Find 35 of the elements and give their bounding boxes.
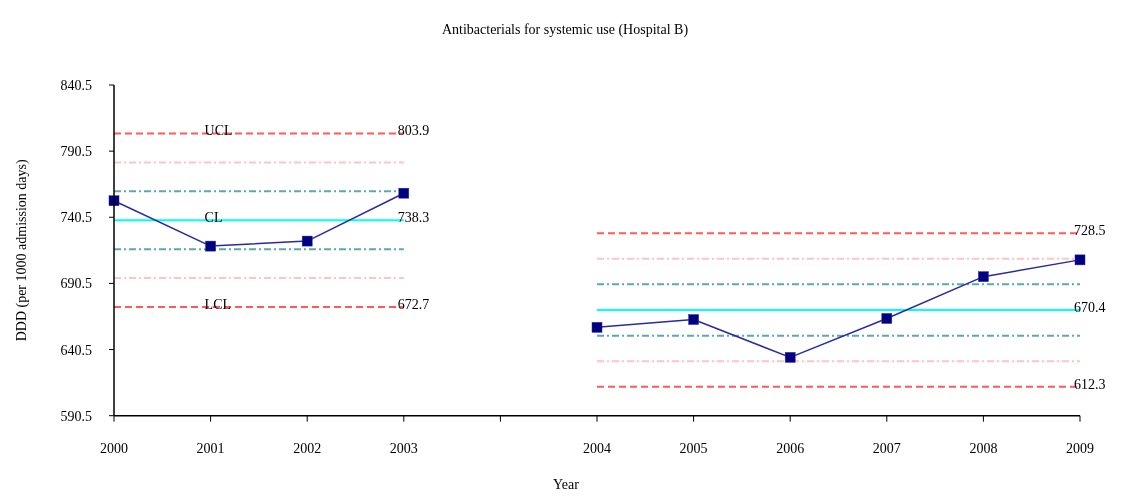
x-axis-title: Year (553, 477, 580, 492)
y-tick-label: 590.5 (60, 408, 92, 424)
point (591, 322, 603, 333)
annotation: 728.5 (1074, 223, 1106, 239)
x-tick-label: 2007 (872, 440, 901, 456)
x-tick-label: 2008 (969, 440, 998, 456)
x-tick-label: 2009 (1066, 440, 1094, 456)
annotation: 738.3 (397, 210, 430, 226)
point (978, 271, 989, 282)
y-tick-label: 840.5 (60, 78, 92, 93)
point (301, 235, 313, 247)
x-tick-label: 2003 (389, 440, 418, 456)
y-axis-title: DDD (per 1000 admission days) (14, 159, 30, 342)
point (688, 314, 699, 325)
annotation: 670.4 (1074, 300, 1106, 316)
point (881, 313, 893, 324)
point (398, 187, 410, 199)
point (205, 240, 216, 252)
x-tick-label: 2004 (583, 440, 611, 456)
annotation: 803.9 (397, 123, 430, 139)
y-tick-label: 690.5 (60, 276, 92, 292)
x-tick-label: 2001 (196, 440, 225, 456)
chart-title: Antibacterials for systemic use (Hospital B) (441, 22, 689, 38)
x-tick-label: 2002 (293, 440, 322, 456)
point (1074, 254, 1086, 266)
x-tick-label: 2006 (776, 440, 805, 456)
point (784, 352, 796, 363)
y-tick-label: 790.5 (60, 144, 92, 160)
x-tick-label: 2005 (679, 440, 708, 456)
annotation: 672.7 (397, 296, 430, 312)
x-tick-label: 2000 (100, 440, 128, 456)
y-tick-label: 740.5 (60, 210, 92, 226)
annotation: 612.3 (1074, 376, 1106, 392)
y-tick-label: 640.5 (60, 342, 92, 358)
point (108, 195, 120, 206)
